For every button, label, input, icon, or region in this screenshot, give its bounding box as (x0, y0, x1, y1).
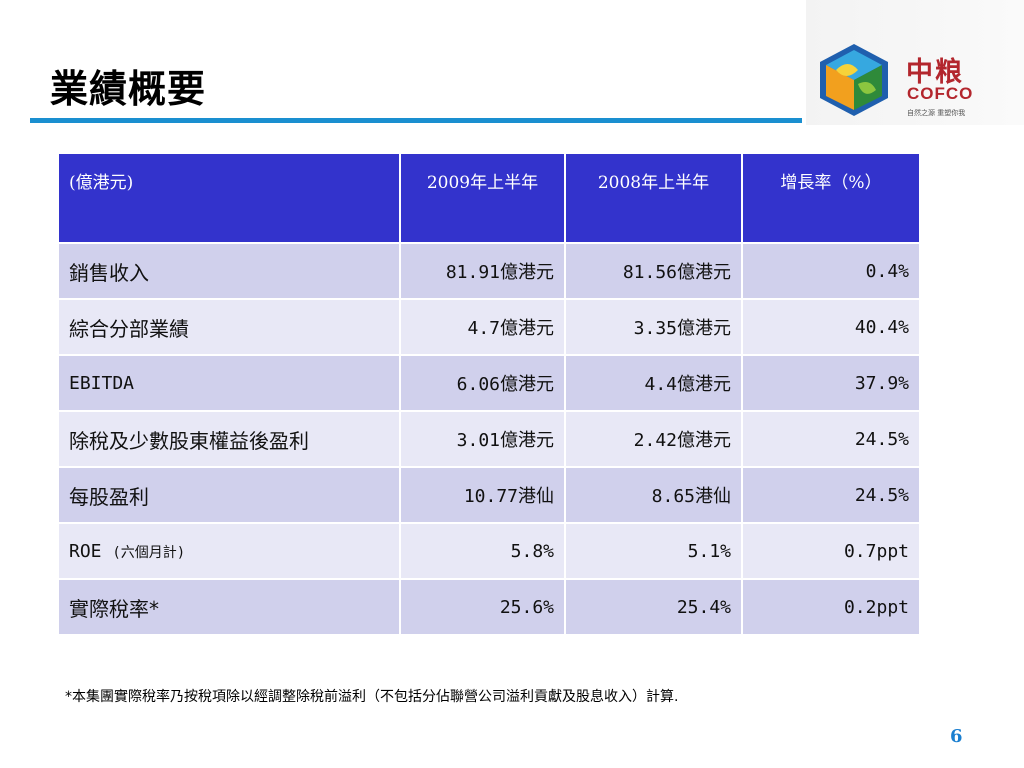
table-row: 銷售收入 81.91億港元 81.56億港元 0.4% (57, 242, 921, 300)
value-2009: 81.91億港元 (399, 242, 566, 300)
table-row: EBITDA 6.06億港元 4.4億港元 37.9% (57, 354, 921, 412)
value-growth: 0.7ppt (741, 522, 921, 580)
table-header-row: (億港元) 2009年上半年 2008年上半年 增長率（%） (57, 152, 921, 244)
value-2008: 3.35億港元 (564, 298, 743, 356)
table-row: 除稅及少數股東權益後盈利 3.01億港元 2.42億港元 24.5% (57, 410, 921, 468)
footnote: *本集團實際稅率乃按稅項除以經調整除稅前溢利（不包括分佔聯營公司溢利貢獻及股息收… (65, 689, 679, 705)
table-row: ROE (六個月計) 5.8% 5.1% 0.7ppt (57, 522, 921, 580)
logo-name-cn: 中粮 (906, 57, 964, 88)
table-row: 實際稅率* 25.6% 25.4% 0.2ppt (57, 578, 921, 636)
value-2009: 3.01億港元 (399, 410, 566, 468)
row-label: EBITDA (57, 354, 401, 412)
value-2009: 5.8% (399, 522, 566, 580)
value-2009: 6.06億港元 (399, 354, 566, 412)
row-label: 每股盈利 (57, 466, 401, 524)
title-divider (30, 118, 802, 123)
page-number: 6 (950, 726, 963, 747)
performance-table: (億港元) 2009年上半年 2008年上半年 增長率（%） 銷售收入 81.9… (57, 152, 921, 636)
row-label: 除稅及少數股東權益後盈利 (57, 410, 401, 468)
logo-name-en: COFCO (907, 84, 974, 103)
row-label: 綜合分部業績 (57, 298, 401, 356)
value-2009: 4.7億港元 (399, 298, 566, 356)
value-growth: 37.9% (741, 354, 921, 412)
row-label-note: (六個月計) (112, 544, 186, 561)
logo-tagline: 自然之源 重塑你我 (907, 109, 966, 117)
value-growth: 0.2ppt (741, 578, 921, 636)
value-growth: 0.4% (741, 242, 921, 300)
cofco-logo: 中粮 COFCO 自然之源 重塑你我 (806, 0, 1024, 125)
header-growth: 增長率（%） (741, 152, 921, 244)
header-unit: (億港元) (57, 152, 401, 244)
value-2008: 81.56億港元 (564, 242, 743, 300)
value-2008: 2.42億港元 (564, 410, 743, 468)
row-label: 銷售收入 (57, 242, 401, 300)
value-2008: 5.1% (564, 522, 743, 580)
cofco-cube-icon (820, 44, 888, 116)
value-2008: 8.65港仙 (564, 466, 743, 524)
value-growth: 24.5% (741, 466, 921, 524)
value-2009: 25.6% (399, 578, 566, 636)
value-growth: 24.5% (741, 410, 921, 468)
row-label: 實際稅率* (57, 578, 401, 636)
value-2008: 4.4億港元 (564, 354, 743, 412)
table-row: 綜合分部業績 4.7億港元 3.35億港元 40.4% (57, 298, 921, 356)
value-2009: 10.77港仙 (399, 466, 566, 524)
value-2008: 25.4% (564, 578, 743, 636)
header-2008-h1: 2008年上半年 (564, 152, 743, 244)
header-2009-h1: 2009年上半年 (399, 152, 566, 244)
page-title: 業績概要 (50, 67, 207, 111)
value-growth: 40.4% (741, 298, 921, 356)
table-row: 每股盈利 10.77港仙 8.65港仙 24.5% (57, 466, 921, 524)
row-label: ROE (69, 540, 102, 562)
row-label-cell: ROE (六個月計) (57, 522, 401, 580)
